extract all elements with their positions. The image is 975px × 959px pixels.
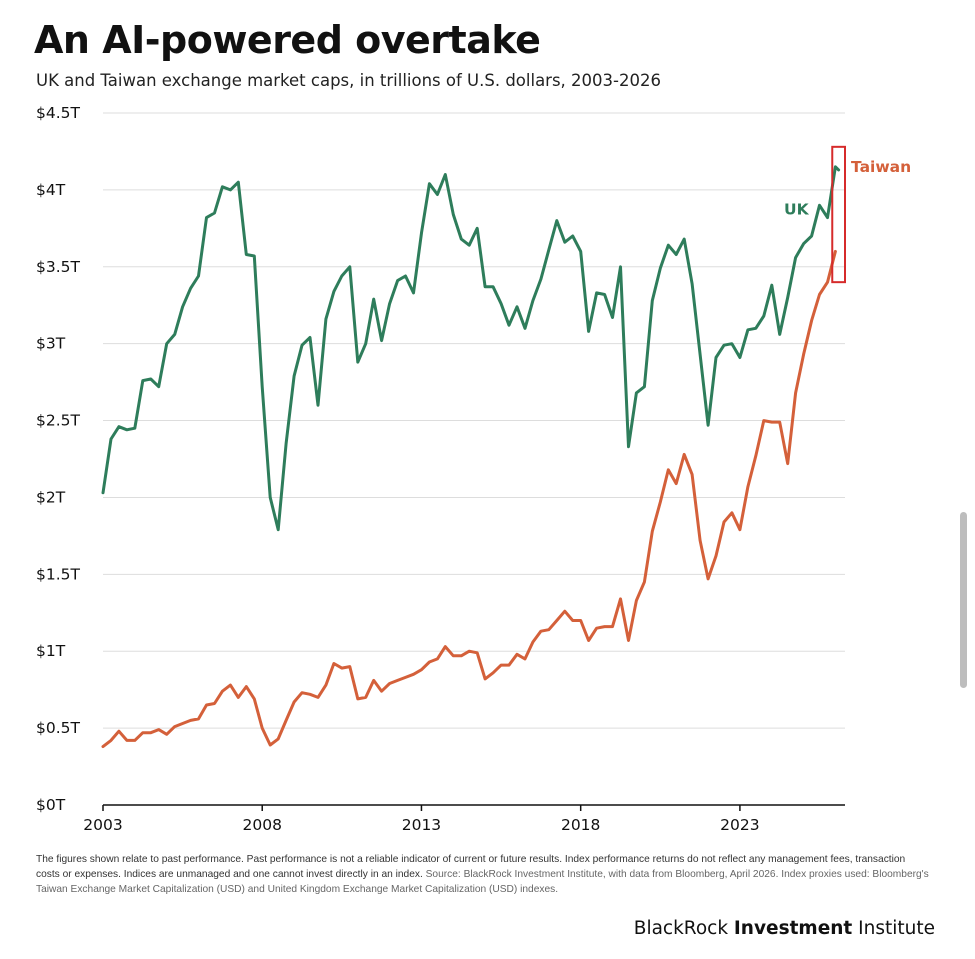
line-chart: $0T $0.5T $1T $1.5T $2T $2.5T $3T $3.5T $4T $4.5T… bbox=[36, 104, 911, 834]
highlight-box bbox=[831, 145, 846, 284]
chart-subtitle: UK and Taiwan exchange market caps, in t… bbox=[36, 71, 661, 90]
brand-text-right: Institute bbox=[852, 918, 935, 939]
x-tick-label: 2018 bbox=[561, 816, 600, 834]
series-line-uk bbox=[101, 165, 841, 532]
y-tick-label: $2.5T bbox=[36, 412, 81, 430]
y-tick-label: $1.5T bbox=[36, 565, 81, 583]
series-label-taiwan: Taiwan bbox=[851, 158, 911, 176]
source-text: Source: BlackRock Investment Institute, … bbox=[36, 869, 929, 895]
brand-text-bold: Investment bbox=[733, 918, 853, 939]
disclaimer-text: The figures shown relate to past perform… bbox=[36, 854, 906, 880]
scrollbar-thumb[interactable] bbox=[960, 512, 967, 688]
y-tick-label: $2T bbox=[36, 488, 66, 506]
brand-text-left: BlackRock bbox=[633, 918, 734, 939]
series-layer bbox=[101, 165, 841, 749]
x-tick-label: 2023 bbox=[720, 816, 759, 834]
chart-title: An AI-powered overtake bbox=[34, 18, 541, 62]
y-tick-label: $3.5T bbox=[36, 258, 81, 276]
y-tick-label: $4T bbox=[36, 181, 66, 199]
y-tick-label: $0.5T bbox=[36, 719, 81, 737]
x-tick-label: 2013 bbox=[402, 816, 441, 834]
grid-layer bbox=[103, 112, 845, 729]
x-tick-label: 2003 bbox=[83, 816, 122, 834]
footnote: The figures shown relate to past perform… bbox=[36, 852, 931, 897]
y-tick-label: $4.5T bbox=[36, 104, 81, 122]
label-layer: UK Taiwan bbox=[784, 145, 911, 284]
brand-logo: BlackRock Investment Institute bbox=[634, 918, 935, 939]
x-tick-label: 2008 bbox=[243, 816, 282, 834]
y-tick-label: $3T bbox=[36, 335, 66, 353]
y-tick-label: $1T bbox=[36, 642, 66, 660]
axis-layer: $0T $0.5T $1T $1.5T $2T $2.5T $3T $3.5T $4T $4.5T… bbox=[36, 104, 845, 834]
series-line-taiwan bbox=[101, 249, 837, 749]
series-label-uk: UK bbox=[784, 201, 810, 219]
y-tick-label: $0T bbox=[36, 796, 66, 814]
